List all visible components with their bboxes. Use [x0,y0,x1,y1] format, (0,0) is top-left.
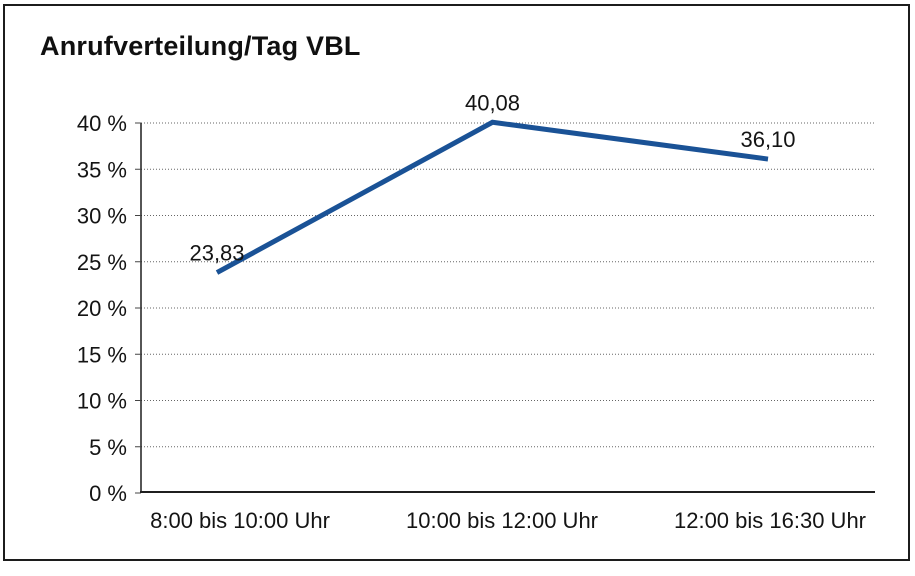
x-tick-label: 12:00 bis 16:30 Uhr [674,508,866,533]
y-tick-label: 20 % [77,296,127,321]
y-tick-label: 15 % [77,342,127,367]
data-label: 23,83 [189,241,244,266]
series-line [215,119,769,275]
x-tick-label: 10:00 bis 12:00 Uhr [406,508,598,533]
data-label: 36,10 [740,127,795,152]
y-tick-label: 5 % [89,435,127,460]
y-tick-label: 0 % [89,481,127,506]
y-tick-label: 40 % [77,111,127,136]
data-label: 40,08 [465,90,520,115]
x-tick-label: 8:00 bis 10:00 Uhr [150,508,330,533]
chart-frame-border [3,4,910,561]
y-tick-label: 10 % [77,389,127,414]
y-tick-label: 35 % [77,157,127,182]
chart-title: Anrufverteilung/Tag VBL [40,31,361,61]
y-tick-label: 30 % [77,204,127,229]
y-tick-label: 25 % [77,250,127,275]
